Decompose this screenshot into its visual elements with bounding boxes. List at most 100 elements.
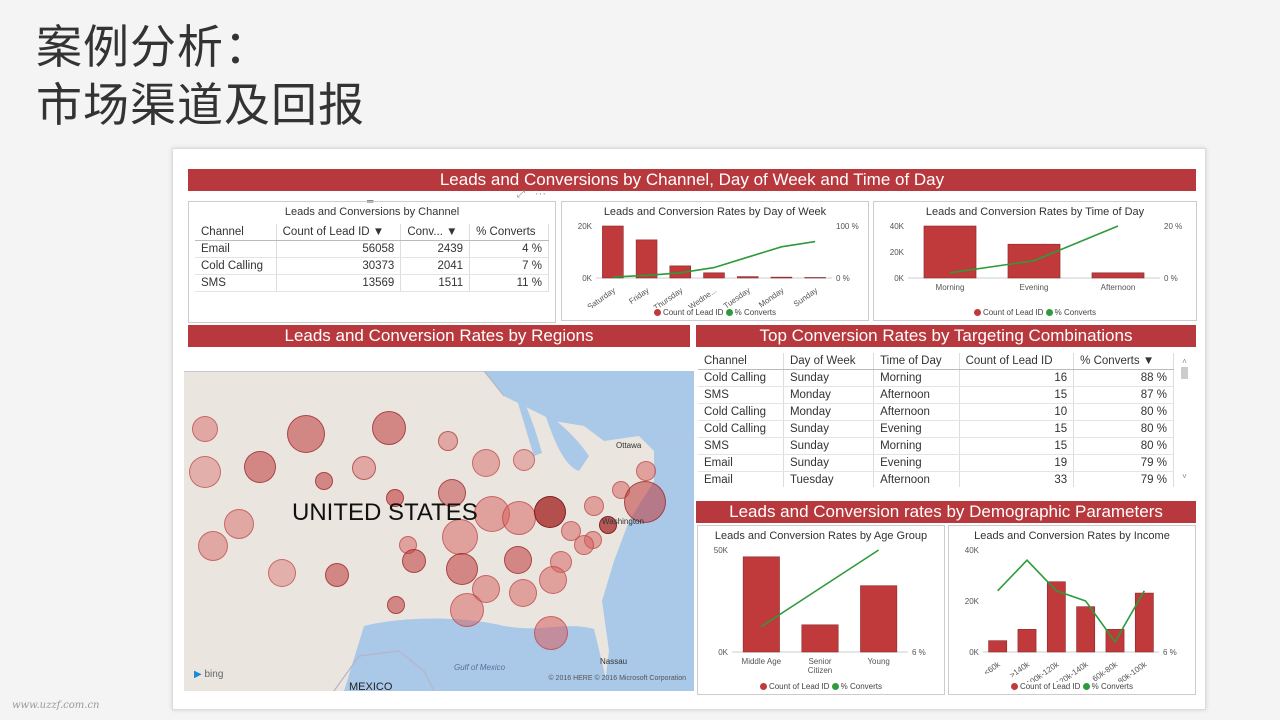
focus-mode-icon[interactable]: ⤢ [517,189,525,200]
age-group-chart-panel[interactable]: Leads and Conversion Rates by Age Group … [697,525,945,695]
region-bubble[interactable] [387,596,405,614]
region-bubble[interactable] [599,516,617,534]
col-day[interactable]: Day of Week [783,353,875,370]
more-options-icon[interactable]: ··· [535,188,546,200]
cell: Email [698,471,784,487]
region-bubble[interactable] [438,431,458,451]
region-bubble[interactable] [244,451,276,483]
scroll-thumb[interactable] [1181,367,1188,379]
region-bubble[interactable] [561,521,581,541]
bar[interactable] [1091,272,1145,279]
top-table-panel[interactable]: Channel Day of Week Time of Day Count of… [696,351,1192,487]
region-bubble[interactable] [504,546,532,574]
region-bubble[interactable] [472,449,500,477]
table-row[interactable]: Email 56058 2439 4 % [195,240,549,258]
x-tick-label: Saturday [586,286,617,308]
scroll-down-icon[interactable]: ˅ [1182,472,1187,481]
col-converts[interactable]: % Converts ▼ [1073,353,1174,370]
col-converts[interactable]: % Converts [469,224,549,241]
x-tick-label: Thursday [652,286,684,308]
channel-table-panel[interactable]: ═ ⤢ ··· Leads and Conversions by Channel… [188,188,556,323]
scroll-up-icon[interactable]: ˄ [1182,357,1187,366]
cell: 16 [959,369,1075,387]
bar[interactable] [770,276,793,279]
region-bubble[interactable] [539,566,567,594]
region-bubble[interactable] [192,416,218,442]
region-bubble[interactable] [224,509,254,539]
table-row[interactable]: Cold Calling Sunday Morning 16 88 % [698,369,1174,387]
bar[interactable] [1134,592,1154,653]
cell: 13569 [276,274,402,292]
region-bubble[interactable] [325,563,349,587]
region-bubble[interactable] [372,411,406,445]
bar[interactable] [703,272,725,279]
region-bubble[interactable] [446,553,478,585]
region-bubble[interactable] [450,593,484,627]
bar[interactable] [1046,581,1066,653]
cell: Monday [783,403,875,421]
cell: 15 [959,437,1075,455]
drag-handle-icon[interactable]: ═ [367,196,374,206]
col-count[interactable]: Count of Lead ID ▼ [276,224,402,241]
regions-map[interactable]: UNITED STATES Ottawa Washington Nassau G… [184,371,694,691]
region-bubble[interactable] [438,479,466,507]
bar[interactable] [860,585,898,653]
converts-line[interactable] [612,240,816,278]
bar[interactable] [736,276,759,279]
map-copyright: © 2016 HERE © 2016 Microsoft Corporation [548,675,686,682]
col-channel[interactable]: Channel [195,224,277,241]
col-count[interactable]: Count of Lead ID [959,353,1075,370]
converts-line[interactable] [949,225,1119,274]
table-row[interactable]: Cold Calling Sunday Evening 15 80 % [698,420,1174,438]
table-row[interactable]: Email Tuesday Afternoon 33 79 % [698,471,1174,487]
table-row[interactable]: SMS Monday Afternoon 15 87 % [698,386,1174,404]
region-bubble[interactable] [534,616,568,650]
region-bubble[interactable] [574,535,594,555]
region-bubble[interactable] [584,496,604,516]
header-band: Leads and Conversions by Channel, Day of… [188,169,1196,191]
bar[interactable] [804,277,826,279]
bar[interactable] [801,624,839,653]
bar[interactable] [1076,606,1096,653]
table-row[interactable]: Email Sunday Evening 19 79 % [698,454,1174,472]
col-channel[interactable]: Channel [698,353,784,370]
region-bubble[interactable] [287,415,325,453]
col-conv[interactable]: Conv... ▼ [400,224,471,241]
col-time[interactable]: Time of Day [873,353,960,370]
region-bubble[interactable] [402,549,426,573]
y2-tick-label: 20 % [1164,222,1182,231]
legend-pct-label: % Converts [734,308,777,317]
region-bubble[interactable] [502,501,536,535]
region-bubble[interactable] [352,456,376,480]
region-bubble[interactable] [198,531,228,561]
region-bubble[interactable] [624,481,666,523]
bar[interactable] [988,640,1008,653]
time-of-day-chart-panel[interactable]: Leads and Conversion Rates by Time of Da… [873,201,1197,321]
bar[interactable] [742,556,780,653]
region-bubble[interactable] [315,472,333,490]
bar[interactable] [602,225,624,279]
income-chart-panel[interactable]: Leads and Conversion Rates by Income 40K… [948,525,1196,695]
region-bubble[interactable] [268,559,296,587]
bar[interactable] [635,239,658,279]
table-row[interactable]: Cold Calling 30373 2041 7 % [195,257,549,275]
region-bubble[interactable] [636,461,656,481]
region-bubble[interactable] [509,579,537,607]
table-row[interactable]: Cold Calling Monday Afternoon 10 80 % [698,403,1174,421]
slide-title-line1: 案例分析： [36,20,271,74]
scrollbar[interactable]: ˄ ˅ [1180,357,1189,481]
bar[interactable] [923,225,977,279]
table-row[interactable]: SMS Sunday Morning 15 80 % [698,437,1174,455]
region-bubble[interactable] [189,456,221,488]
chart-legend: Count of Lead ID % Converts [698,682,944,691]
table-row[interactable]: SMS 13569 1511 11 % [195,274,549,292]
cell: Afternoon [873,386,960,404]
converts-line[interactable] [997,559,1146,644]
region-bubble[interactable] [513,449,535,471]
region-bubble[interactable] [386,489,404,507]
region-bubble[interactable] [534,496,566,528]
cell: 7 % [469,257,549,275]
converts-line[interactable] [760,549,880,628]
day-of-week-chart-panel[interactable]: Leads and Conversion Rates by Day of Wee… [561,201,869,321]
bar[interactable] [1017,629,1037,653]
